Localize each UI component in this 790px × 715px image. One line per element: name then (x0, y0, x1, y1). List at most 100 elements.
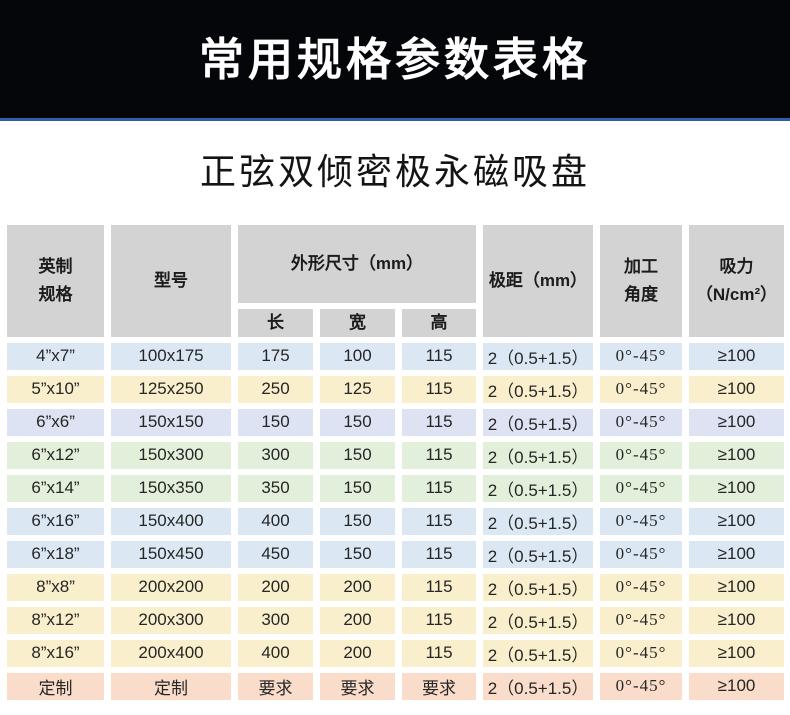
cell-pole-pitch: 2（0.5+1.5） (483, 540, 594, 568)
cell-imperial: 5”x10” (7, 375, 104, 403)
table-row: 6”x16” 150x400 400 150 115 2（0.5+1.5） 0°-45° ≥1… (7, 507, 785, 535)
cell-imperial: 6”x14” (7, 474, 104, 502)
cell-width: 要求 (320, 672, 395, 700)
cell-angle: 0°-45° (600, 375, 683, 403)
header-row-sub: 长 宽 高 (7, 308, 784, 337)
cell-suction: ≥100 (689, 606, 785, 634)
cell-model: 125x250 (111, 375, 231, 403)
cell-imperial: 6”x16” (7, 507, 104, 535)
cell-model: 150x350 (111, 474, 231, 502)
cell-width: 150 (320, 474, 395, 502)
cell-height: 115 (402, 540, 477, 568)
cell-imperial: 8”x8” (7, 573, 104, 601)
cell-suction: ≥100 (689, 342, 785, 370)
table-row: 8”x12” 200x300 300 200 115 2（0.5+1.5） 0°-45° ≥1… (7, 606, 785, 634)
cell-suction: ≥100 (689, 375, 785, 403)
cell-pole-pitch: 2（0.5+1.5） (483, 474, 594, 502)
table-row: 6”x18” 150x450 450 150 115 2（0.5+1.5） 0°-45° ≥1… (7, 540, 785, 568)
cell-suction: ≥100 (689, 408, 785, 436)
table-row: 定制 定制 要求 要求 要求 2（0.5+1.5） 0°-45° ≥100 (7, 672, 785, 700)
cell-height: 115 (402, 573, 477, 601)
cell-model: 100x175 (111, 342, 231, 370)
cell-height: 115 (402, 441, 477, 469)
table-body: 4”x7” 100x175 175 100 115 2（0.5+1.5） 0°-45° ≥10… (7, 342, 785, 700)
cell-length: 400 (238, 507, 313, 535)
cell-pole-pitch: 2（0.5+1.5） (483, 375, 594, 403)
spec-table: 英制 规格 型号 外形尺寸（mm） 极距（mm） 加工 角度 吸力 （N/cm²… (0, 219, 790, 706)
cell-imperial: 4”x7” (7, 342, 104, 370)
cell-pole-pitch: 2（0.5+1.5） (483, 639, 594, 667)
header-machining-angle: 加工 角度 (600, 224, 683, 337)
cell-height: 要求 (402, 672, 477, 700)
header-pole-pitch: 极距（mm） (483, 224, 594, 337)
table-header: 英制 规格 型号 外形尺寸（mm） 极距（mm） 加工 角度 吸力 （N/cm²… (7, 224, 785, 337)
cell-model: 150x300 (111, 441, 231, 469)
cell-height: 115 (402, 507, 477, 535)
cell-width: 150 (320, 540, 395, 568)
cell-angle: 0°-45° (600, 606, 683, 634)
table-row: 6”x14” 150x350 350 150 115 2（0.5+1.5） 0°-45° ≥1… (7, 474, 785, 502)
cell-width: 150 (320, 441, 395, 469)
cell-pole-pitch: 2（0.5+1.5） (483, 507, 594, 535)
cell-length: 要求 (238, 672, 313, 700)
cell-imperial: 6”x6” (7, 408, 104, 436)
cell-model: 150x150 (111, 408, 231, 436)
header-dimensions: 外形尺寸（mm） (238, 224, 477, 303)
cell-angle: 0°-45° (600, 672, 683, 700)
header-height: 高 (402, 308, 477, 337)
cell-length: 400 (238, 639, 313, 667)
cell-length: 350 (238, 474, 313, 502)
top-banner: 常用规格参数表格 (0, 0, 790, 121)
cell-model: 200x200 (111, 573, 231, 601)
cell-pole-pitch: 2（0.5+1.5） (483, 408, 594, 436)
cell-suction: ≥100 (689, 672, 785, 700)
cell-length: 250 (238, 375, 313, 403)
cell-pole-pitch: 2（0.5+1.5） (483, 342, 594, 370)
header-imperial-spec: 英制 规格 (7, 224, 104, 337)
header-length: 长 (238, 308, 313, 337)
cell-angle: 0°-45° (600, 540, 683, 568)
table-row: 8”x16” 200x400 400 200 115 2（0.5+1.5） 0°-45° ≥1… (7, 639, 785, 667)
cell-imperial: 定制 (7, 672, 104, 700)
header-row-main: 英制 规格 型号 外形尺寸（mm） 极距（mm） 加工 角度 吸力 （N/cm²… (7, 224, 785, 337)
cell-height: 115 (402, 474, 477, 502)
cell-suction: ≥100 (689, 540, 785, 568)
product-subtitle: 正弦双倾密极永磁吸盘 (199, 152, 590, 193)
cell-height: 115 (402, 639, 477, 667)
cell-pole-pitch: 2（0.5+1.5） (483, 573, 594, 601)
cell-angle: 0°-45° (600, 408, 683, 436)
banner-title: 常用规格参数表格 (198, 33, 591, 85)
cell-width: 125 (320, 375, 395, 403)
cell-angle: 0°-45° (600, 573, 683, 601)
cell-suction: ≥100 (689, 573, 785, 601)
cell-length: 300 (238, 606, 313, 634)
cell-height: 115 (402, 606, 477, 634)
header-suction-force: 吸力 （N/cm²） (689, 224, 785, 337)
cell-model: 定制 (111, 672, 231, 700)
cell-imperial: 8”x16” (7, 639, 104, 667)
cell-length: 450 (238, 540, 313, 568)
header-model: 型号 (111, 224, 231, 337)
cell-imperial: 6”x12” (7, 441, 104, 469)
cell-width: 200 (320, 639, 395, 667)
cell-model: 150x400 (111, 507, 231, 535)
cell-width: 150 (320, 408, 395, 436)
cell-width: 200 (320, 573, 395, 601)
cell-imperial: 6”x18” (7, 540, 104, 568)
cell-angle: 0°-45° (600, 342, 683, 370)
cell-angle: 0°-45° (600, 441, 683, 469)
cell-length: 200 (238, 573, 313, 601)
cell-imperial: 8”x12” (7, 606, 104, 634)
cell-model: 200x400 (111, 639, 231, 667)
cell-height: 115 (402, 342, 477, 370)
cell-height: 115 (402, 375, 477, 403)
cell-length: 175 (238, 342, 313, 370)
table-row: 4”x7” 100x175 175 100 115 2（0.5+1.5） 0°-45° ≥10… (7, 342, 785, 370)
cell-width: 150 (320, 507, 395, 535)
cell-width: 200 (320, 606, 395, 634)
table-row: 5”x10” 125x250 250 125 115 2（0.5+1.5） 0°-45° ≥1… (7, 375, 785, 403)
cell-pole-pitch: 2（0.5+1.5） (483, 441, 594, 469)
cell-length: 150 (238, 408, 313, 436)
cell-width: 100 (320, 342, 395, 370)
